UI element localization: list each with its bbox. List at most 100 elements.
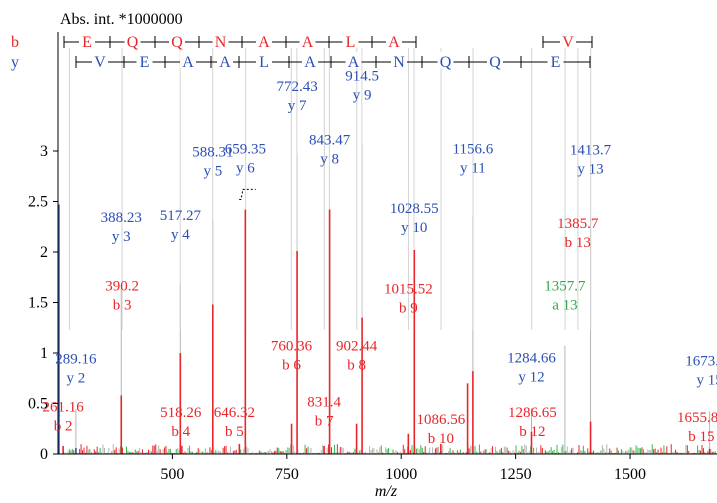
residue-bg <box>391 52 407 68</box>
peak-mz-label: 1086.56 <box>416 412 465 428</box>
residue-letter: A <box>302 34 314 51</box>
x-tick-label: 1250 <box>500 466 532 483</box>
peak-ion-label: a 13 <box>552 298 577 314</box>
peak-ion-label: b 12 <box>519 424 545 440</box>
residue-letter: Q <box>127 34 139 51</box>
peak-ion-label: b 9 <box>399 301 418 317</box>
residue-bg <box>92 52 108 68</box>
residue-bg <box>169 32 185 48</box>
peak-mz-label: 1413.7 <box>570 142 612 158</box>
residue-bg <box>547 52 564 68</box>
peak-mz-label: 1655.83 <box>677 410 717 426</box>
peak-mz-label: 1015.52 <box>384 282 433 298</box>
peak-ion-label: b 6 <box>282 357 301 373</box>
residue-bg <box>124 32 141 48</box>
peak-mz-label: 843.47 <box>309 132 351 148</box>
residue-bg <box>342 32 359 48</box>
residue-letter: A <box>348 54 360 71</box>
residue-letter: E <box>551 54 561 71</box>
residue-letter: E <box>82 34 92 51</box>
peak-mz-label: 902.44 <box>336 338 378 354</box>
residue-bg <box>302 52 318 68</box>
residue-bg <box>79 32 95 48</box>
peak-ion-label: y 5 <box>203 163 222 179</box>
residue-letter: A <box>304 54 316 71</box>
y-tick-label: 1.5 <box>28 295 48 312</box>
peak-ion-label: y 2 <box>67 370 86 386</box>
peak-mz-label: 390.2 <box>105 279 139 295</box>
chart-title: Abs. int. *1000000 <box>60 11 183 28</box>
residue-bg <box>299 32 316 48</box>
peak-ion-label: y 3 <box>112 229 131 245</box>
residue-bg <box>217 52 233 68</box>
residue-letter: E <box>140 54 150 71</box>
residue-letter: V <box>562 34 574 51</box>
peak-ion-label: y 6 <box>236 160 255 176</box>
peak-annotations: 261.16 b 2 289.16 y 2 388.23 y 3 390.2 b 3 517.2… <box>42 69 717 447</box>
peak-ion-label: y 9 <box>353 88 372 104</box>
residue-bg <box>212 32 229 48</box>
residue-letter: Q <box>440 54 452 71</box>
peak-ion-label: b 15 <box>688 429 714 445</box>
peak-mz-label: 1028.55 <box>390 201 439 217</box>
x-tick-label: 500 <box>160 466 184 483</box>
spectrum-peaks <box>58 188 711 454</box>
peak-mz-label: 1385.7 <box>557 216 599 232</box>
peak-ion-label: y 8 <box>320 151 339 167</box>
peak-ion-label: y 13 <box>577 161 603 177</box>
x-axis-label: m/z <box>375 483 398 500</box>
peak-ion-label: b 5 <box>225 424 244 440</box>
y-tick-label: 2.5 <box>28 194 48 211</box>
noise-peaks <box>62 444 717 454</box>
y-tick-label: 2 <box>40 244 48 261</box>
residue-bg <box>345 52 362 68</box>
residue-bg <box>560 32 576 48</box>
x-tick-label: 1000 <box>385 466 417 483</box>
residue-letter: A <box>182 54 194 71</box>
peak-ion-label: b 8 <box>347 357 366 373</box>
y-ion-row-label: y <box>11 54 19 71</box>
peak-ion-label: b 7 <box>315 414 334 430</box>
peak-ion-label: y 11 <box>460 160 486 176</box>
peak-mz-label: 772.43 <box>276 79 317 95</box>
peak-mz-label: 517.27 <box>160 208 202 224</box>
residue-letter: A <box>219 54 231 71</box>
residue-letter: N <box>393 54 405 71</box>
peak-ion-label: b 2 <box>54 419 73 435</box>
peak-ion-label: y 4 <box>171 227 190 243</box>
peak-mz-label: 1284.66 <box>507 350 556 366</box>
peak-mz-label: 261.16 <box>42 400 84 416</box>
annotation-guide-lines <box>68 48 711 454</box>
residue-bg <box>437 52 454 68</box>
peak-ion-label: b 13 <box>565 235 591 251</box>
x-tick-label: 750 <box>275 466 299 483</box>
residue-bg <box>256 52 272 68</box>
peak-mz-label: 1286.65 <box>508 405 557 421</box>
peak-mz-label: 659.35 <box>225 141 266 157</box>
residue-letter: Q <box>489 54 501 71</box>
peak-mz-label: 646.32 <box>214 405 255 421</box>
peak-ion-label: y 12 <box>518 369 544 385</box>
peak-ion-label: b 4 <box>171 424 190 440</box>
y-tick-label: 0.5 <box>28 396 48 413</box>
peak-ion-label: y 7 <box>288 98 307 114</box>
peak-ion-label: b 3 <box>113 298 132 314</box>
peak-ion-label: y 15 <box>696 372 717 388</box>
peak-mz-label: 518.26 <box>160 405 202 421</box>
residue-letter: N <box>215 34 227 51</box>
y-tick-label: 0 <box>40 446 48 463</box>
peak-mz-label: 388.23 <box>101 210 142 226</box>
residue-letter: L <box>346 34 356 51</box>
peak-ion-label: b 10 <box>428 431 454 447</box>
peak-mz-label: 1673.86 <box>685 353 717 369</box>
b-ion-row-label: b <box>11 34 19 51</box>
residue-bg <box>487 52 503 68</box>
peak-mz-label: 831.4 <box>307 395 341 411</box>
residue-bg <box>256 32 272 48</box>
peak-mz-label: 1156.6 <box>453 141 494 157</box>
sequence-ladder: b y E Q Q N A A L A VV E A A L A A N Q Q E <box>11 32 593 71</box>
residue-bg <box>386 32 402 48</box>
axes: Abs. int. *1000000 m/z 0 0.5 1 1.5 2 2.5 3 500 7… <box>28 11 717 500</box>
peak-mz-label: 914.5 <box>345 69 379 85</box>
